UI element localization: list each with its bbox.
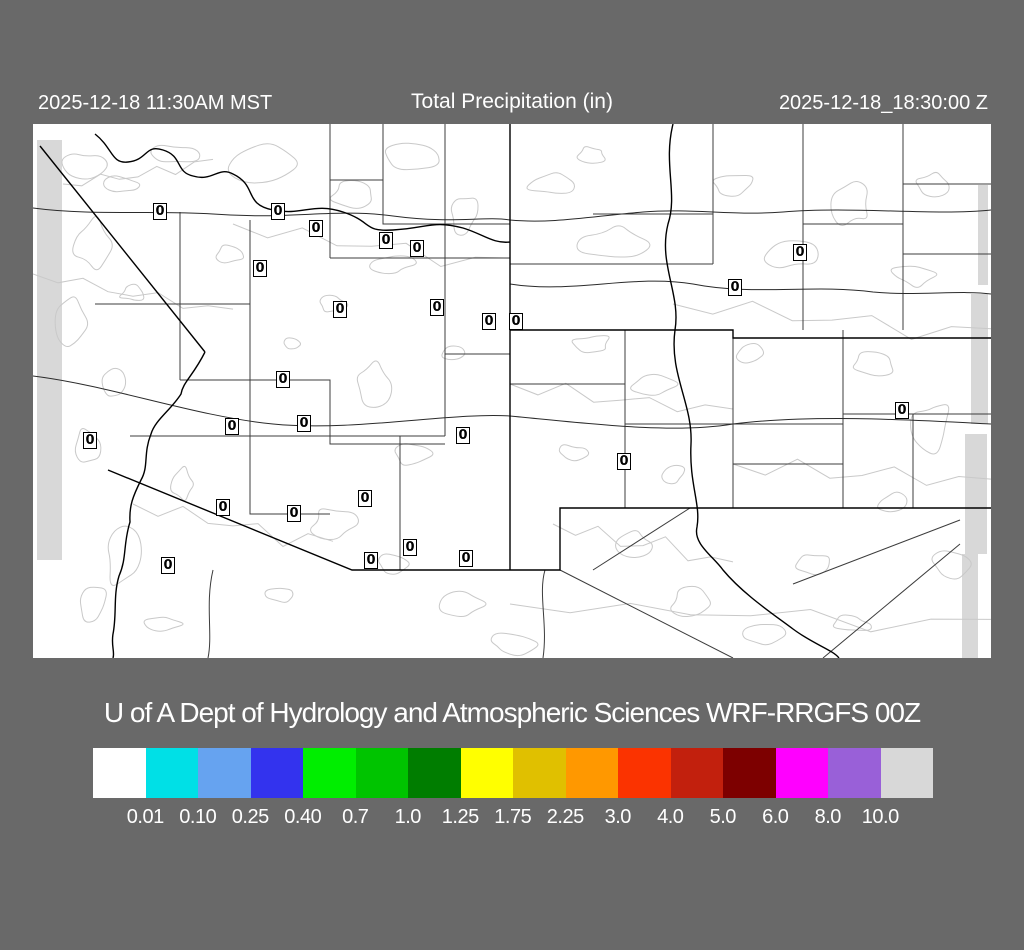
- station-marker: 0: [216, 499, 230, 516]
- colorbar-label: 2.25: [546, 806, 584, 828]
- station-marker: 0: [309, 220, 323, 237]
- state-boundaries: [39, 124, 991, 658]
- station-marker: 0: [793, 244, 807, 261]
- station-marker: 0: [459, 550, 473, 567]
- colorbar-segment: [723, 748, 776, 798]
- colorbar-segment: [355, 748, 408, 798]
- colorbar-label: 0.10: [179, 806, 217, 828]
- county-boundaries: [95, 124, 991, 658]
- colorbar-segment: [670, 748, 723, 798]
- colorbar-segment: [408, 748, 461, 798]
- colorbar-label: 1.75: [494, 806, 532, 828]
- station-marker: 0: [403, 539, 417, 556]
- colorbar-labels: 0.01 0.10 0.25 0.40 0.7 1.0 1.25 1.75 2.25 3.0 4.0…: [119, 806, 907, 829]
- station-marker: 0: [728, 279, 742, 296]
- station-marker: 0: [358, 490, 372, 507]
- colorbar-segment: [145, 748, 198, 798]
- colorbar-segment: [565, 748, 618, 798]
- colorbar-label: 10.0: [861, 806, 899, 828]
- station-marker: 0: [225, 418, 239, 435]
- station-marker: 0: [364, 552, 378, 569]
- colorbar-segment: [775, 748, 828, 798]
- station-marker: 0: [83, 432, 97, 449]
- colorbar-label: 0.01: [126, 806, 164, 828]
- colorbar-segment: [618, 748, 671, 798]
- colorbar-segment: [513, 748, 566, 798]
- station-marker: 0: [153, 203, 167, 220]
- station-marker: 0: [456, 427, 470, 444]
- station-marker: 0: [161, 557, 175, 574]
- station-marker: 0: [509, 313, 523, 330]
- map-svg: [33, 124, 991, 658]
- station-marker: 0: [297, 415, 311, 432]
- colorbar-segment: [828, 748, 881, 798]
- colorbar-label: 0.40: [284, 806, 322, 828]
- colorbar-segment: [93, 748, 146, 798]
- precipitation-map: 0 0 0 0 0 0 0 0 0 0 0 0 0 0 0 0 0 0 0 0 0 0 0 0 0 0: [33, 124, 991, 658]
- colorbar-label: 0.25: [231, 806, 269, 828]
- colorbar-label: 3.0: [604, 806, 632, 828]
- station-marker: 0: [253, 260, 267, 277]
- station-marker: 0: [617, 453, 631, 470]
- colorbar-label: 1.25: [441, 806, 479, 828]
- colorbar-segment: [460, 748, 513, 798]
- map-title: Total Precipitation (in): [411, 90, 613, 113]
- contour-lines: [33, 142, 991, 657]
- colorbar-segment: [880, 748, 933, 798]
- header-left-timestamp: 2025-12-18 11:30AM MST: [38, 92, 273, 114]
- colorbar-segment: [198, 748, 251, 798]
- station-marker: 0: [895, 402, 909, 419]
- station-marker: 0: [410, 240, 424, 257]
- colorbar-label: 4.0: [657, 806, 684, 828]
- station-marker: 0: [271, 203, 285, 220]
- station-marker: 0: [482, 313, 496, 330]
- model-caption: U of A Dept of Hydrology and Atmospheric…: [103, 697, 921, 728]
- colorbar-label: 5.0: [709, 806, 737, 828]
- station-marker: 0: [430, 299, 444, 316]
- station-marker: 0: [276, 371, 290, 388]
- colorbar-label: 0.7: [342, 806, 369, 828]
- colorbar: [93, 748, 933, 798]
- colorbar-label: 6.0: [762, 806, 789, 828]
- colorbar-segment: [303, 748, 356, 798]
- station-marker: 0: [379, 232, 393, 249]
- station-marker: 0: [287, 505, 301, 522]
- colorbar-label: 8.0: [814, 806, 842, 828]
- station-marker: 0: [333, 301, 347, 318]
- colorbar-segment: [250, 748, 303, 798]
- colorbar-label: 1.0: [394, 806, 422, 828]
- header-right-timestamp: 2025-12-18_18:30:00 Z: [778, 92, 988, 114]
